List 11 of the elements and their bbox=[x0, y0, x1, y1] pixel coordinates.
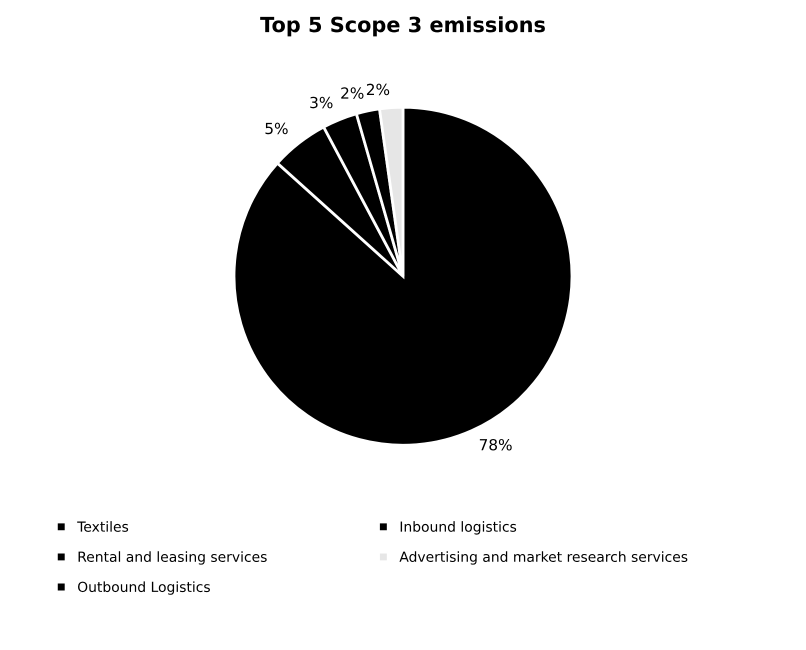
data-label: 3% bbox=[310, 96, 333, 108]
data-label: 5% bbox=[265, 122, 288, 134]
legend-label: Advertising and market research services bbox=[399, 551, 688, 565]
chart-title: Top 5 Scope 3 emissions bbox=[260, 16, 545, 36]
legend-label: Inbound logistics bbox=[400, 521, 516, 535]
legend-label: Rental and leasing services bbox=[78, 551, 267, 565]
legend-label: Outbound Logistics bbox=[78, 581, 210, 595]
data-label: 2% bbox=[366, 84, 390, 96]
data-label: 78% bbox=[480, 438, 512, 451]
data-label: 2% bbox=[341, 87, 364, 99]
legend-label: Textiles bbox=[77, 521, 128, 532]
